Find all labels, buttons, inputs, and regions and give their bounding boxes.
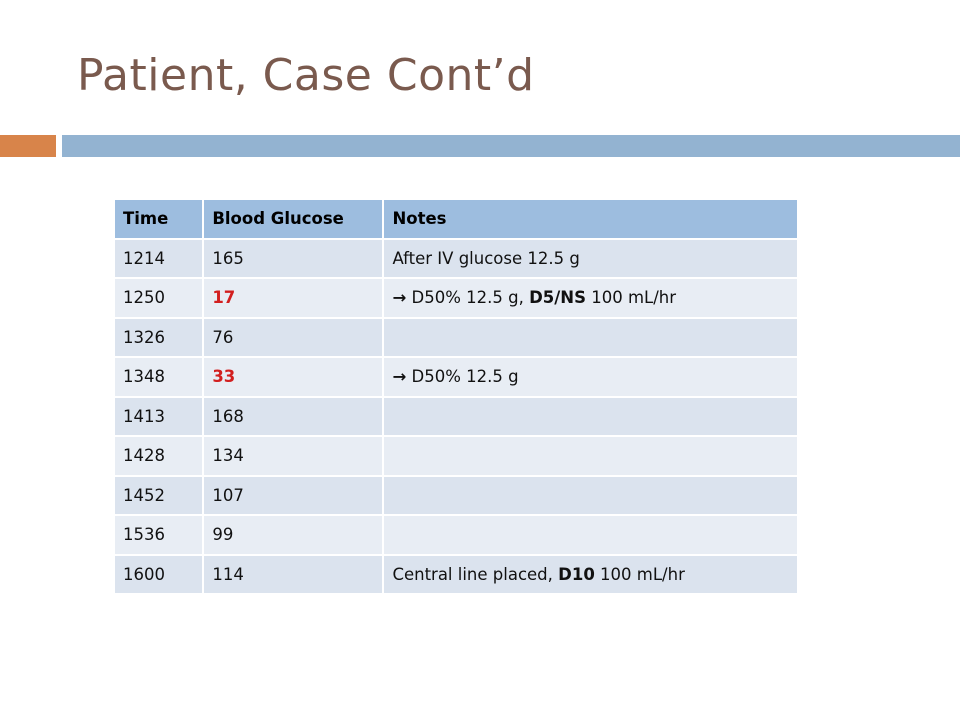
table-row: 1348 33 → D50% 12.5 g (112, 356, 799, 398)
header-time: Time (112, 198, 205, 240)
cell-notes: After IV glucose 12.5 g (382, 237, 799, 279)
cell-glucose: 76 (202, 316, 385, 358)
cell-notes (382, 395, 799, 437)
header-notes: Notes (382, 198, 799, 240)
table-header-row: Time Blood Glucose Notes (112, 198, 799, 240)
cell-notes: → D50% 12.5 g (382, 356, 799, 398)
cell-glucose-low: 33 (202, 356, 385, 398)
right-arrow-icon: → (392, 288, 407, 308)
table-row: 1413 168 (112, 395, 799, 437)
title-rule-bar (62, 135, 960, 157)
table-row: 1452 107 (112, 474, 799, 516)
cell-time: 1214 (112, 237, 205, 279)
slide-title: Patient, Case Cont’d (77, 50, 535, 101)
table-row: 1214 165 After IV glucose 12.5 g (112, 237, 799, 279)
cell-time: 1348 (112, 356, 205, 398)
cell-notes: Central line placed, D10 100 mL/hr (382, 553, 799, 595)
cell-notes (382, 514, 799, 556)
cell-notes (382, 435, 799, 477)
glucose-table: Time Blood Glucose Notes 1214 165 After … (112, 198, 799, 595)
note-text: Central line placed, (392, 564, 559, 584)
cell-time: 1428 (112, 435, 205, 477)
cell-glucose: 165 (202, 237, 385, 279)
cell-notes: → D50% 12.5 g, D5/NS 100 mL/hr (382, 277, 799, 319)
table-row: 1250 17 → D50% 12.5 g, D5/NS 100 mL/hr (112, 277, 799, 319)
cell-time: 1536 (112, 514, 205, 556)
note-text: 100 mL/hr (594, 564, 685, 584)
cell-notes (382, 474, 799, 516)
note-text: After IV glucose 12.5 g (392, 248, 580, 268)
cell-glucose: 107 (202, 474, 385, 516)
cell-glucose-low: 17 (202, 277, 385, 319)
cell-glucose: 99 (202, 514, 385, 556)
cell-glucose: 134 (202, 435, 385, 477)
note-text: D50% 12.5 g, (406, 288, 530, 308)
note-text: D50% 12.5 g (406, 367, 519, 387)
note-bold-text: D10 (558, 564, 595, 584)
title-accent-bar (0, 135, 56, 157)
cell-glucose: 168 (202, 395, 385, 437)
cell-glucose: 114 (202, 553, 385, 595)
cell-time: 1326 (112, 316, 205, 358)
cell-time: 1250 (112, 277, 205, 319)
table-row: 1536 99 (112, 514, 799, 556)
cell-notes (382, 316, 799, 358)
note-text: 100 mL/hr (586, 288, 677, 308)
table-row: 1326 76 (112, 316, 799, 358)
right-arrow-icon: → (392, 367, 407, 387)
header-blood-glucose: Blood Glucose (202, 198, 385, 240)
cell-time: 1413 (112, 395, 205, 437)
table-row: 1600 114 Central line placed, D10 100 mL… (112, 553, 799, 595)
note-bold-text: D5/NS (529, 288, 586, 308)
table-row: 1428 134 (112, 435, 799, 477)
cell-time: 1600 (112, 553, 205, 595)
cell-time: 1452 (112, 474, 205, 516)
